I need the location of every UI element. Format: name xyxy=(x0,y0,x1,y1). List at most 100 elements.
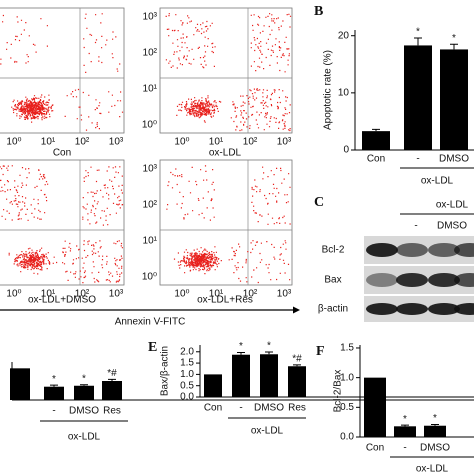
error-bar xyxy=(450,43,458,50)
events xyxy=(165,13,292,132)
y-tick-label: 1.5 xyxy=(340,343,354,354)
lane-label: - xyxy=(414,221,417,232)
group-label: ox-LDL xyxy=(416,464,449,474)
group-label: ox-LDL xyxy=(436,200,469,211)
x-tick-label: DMSO xyxy=(420,443,450,454)
y-tick-label: 0.0 xyxy=(180,392,194,403)
annotation: * xyxy=(82,373,86,384)
lane-label: DMSO xyxy=(437,221,467,232)
y-tick-label: 0.0 xyxy=(340,432,354,443)
x-tick-label: DMSO xyxy=(69,406,99,417)
bar xyxy=(288,366,306,397)
flow-plot: Con 10⁰ 10¹ 10² 10³ xyxy=(0,7,125,159)
x-tick-label: 10⁰ xyxy=(6,137,21,148)
error-bar xyxy=(414,37,422,46)
error-bar xyxy=(293,364,301,367)
x-tick-label: 10³ xyxy=(109,289,124,300)
annotation: * xyxy=(403,414,407,425)
bar xyxy=(362,131,390,150)
error-bar xyxy=(431,424,439,426)
band xyxy=(428,273,460,287)
annotation: * xyxy=(239,341,243,352)
group-label: ox-LDL xyxy=(68,432,101,443)
y-tick-label: 10⁰ xyxy=(142,120,157,131)
y-tick-label: 10² xyxy=(143,48,158,59)
x-tick-label: 10³ xyxy=(109,137,124,148)
annotation: *# xyxy=(292,354,302,365)
arrow-head xyxy=(293,306,300,314)
band xyxy=(366,303,398,315)
bar xyxy=(364,377,386,437)
events xyxy=(0,13,124,131)
flow-plot: ox-LDL 10⁰ 10⁰ 10¹ 10¹ 10² 10² 10³ 10³ xyxy=(142,7,293,159)
band xyxy=(366,243,398,257)
plot-caption: ox-LDL+DMSO xyxy=(28,295,96,306)
y-tick-label: 0.5 xyxy=(180,380,194,391)
annotation: * xyxy=(267,341,271,352)
x-tick-label: Con xyxy=(204,403,222,414)
band xyxy=(396,243,428,257)
bar xyxy=(74,385,94,400)
x-tick-label: 10² xyxy=(75,289,90,300)
y-tick-label: 10 xyxy=(338,87,350,98)
error-bar xyxy=(265,351,273,355)
bar xyxy=(404,45,432,150)
plot-frame xyxy=(159,159,293,286)
bar xyxy=(204,374,222,397)
row-label: β-actin xyxy=(318,304,348,315)
annotation: * xyxy=(416,27,420,38)
y-tick-label: 0 xyxy=(343,145,349,156)
flow-plot: ox-LDL+DMSO 10⁰ 10¹ 10² 10³ xyxy=(0,159,125,306)
x-tick-label: 10¹ xyxy=(209,289,224,300)
flow-plot: ox-LDL+Res 10⁰ 10⁰ 10¹ 10¹ 10² 10² 10³ 10³ xyxy=(142,159,293,306)
row-label: Bcl-2 xyxy=(322,245,345,256)
y-tick-label: 20 xyxy=(338,30,350,41)
band xyxy=(396,303,428,315)
bar xyxy=(102,381,122,400)
y-axis-title: Apoptotic rate (%) xyxy=(323,50,334,130)
x-tick-label: 10² xyxy=(243,289,258,300)
y-axis-title: Bcl-2/Bax xyxy=(333,370,344,413)
x-tick-label: 10³ xyxy=(277,137,292,148)
band xyxy=(366,273,398,287)
x-tick-label: DMSO xyxy=(439,154,469,165)
error-bar xyxy=(401,424,409,427)
x-tick-label: Con xyxy=(367,154,385,165)
plot-frame xyxy=(159,7,293,134)
x-tick-label: 10¹ xyxy=(41,137,56,148)
x-tick-label: Res xyxy=(103,406,121,417)
panel-label: F xyxy=(316,344,325,359)
bar xyxy=(440,49,468,150)
events xyxy=(0,165,124,284)
y-tick-label: 10⁰ xyxy=(142,272,157,283)
x-tick-label: DMSO xyxy=(254,403,284,414)
x-tick-label: - xyxy=(403,443,406,454)
y-tick-label: 10² xyxy=(143,200,158,211)
x-tick-label: Res xyxy=(288,403,306,414)
y-tick-label: 10¹ xyxy=(143,84,158,95)
panel-label: C xyxy=(314,195,324,210)
y-tick-label: 1.0 xyxy=(180,369,194,380)
band xyxy=(454,243,474,257)
row-label: Bax xyxy=(324,275,341,286)
band xyxy=(428,243,460,257)
y-tick-label: 10³ xyxy=(143,164,158,175)
x-tick-label: 10² xyxy=(75,137,90,148)
y-tick-label: 1.5 xyxy=(180,358,194,369)
x-tick-label: 10⁰ xyxy=(174,289,189,300)
panel-label: B xyxy=(314,4,323,19)
x-tick-label: 10¹ xyxy=(41,289,56,300)
group-label: ox-LDL xyxy=(421,176,454,187)
x-tick-label: Con xyxy=(366,443,384,454)
axis-title: Annexin V-FITC xyxy=(115,317,186,328)
plot-frame xyxy=(0,7,125,134)
annotation: * xyxy=(52,374,56,385)
bar xyxy=(232,354,250,397)
x-tick-label: 10³ xyxy=(277,289,292,300)
bar xyxy=(44,386,64,400)
events xyxy=(166,165,291,284)
panel-label: E xyxy=(148,340,157,355)
error-bar xyxy=(80,384,88,386)
band xyxy=(396,273,428,287)
